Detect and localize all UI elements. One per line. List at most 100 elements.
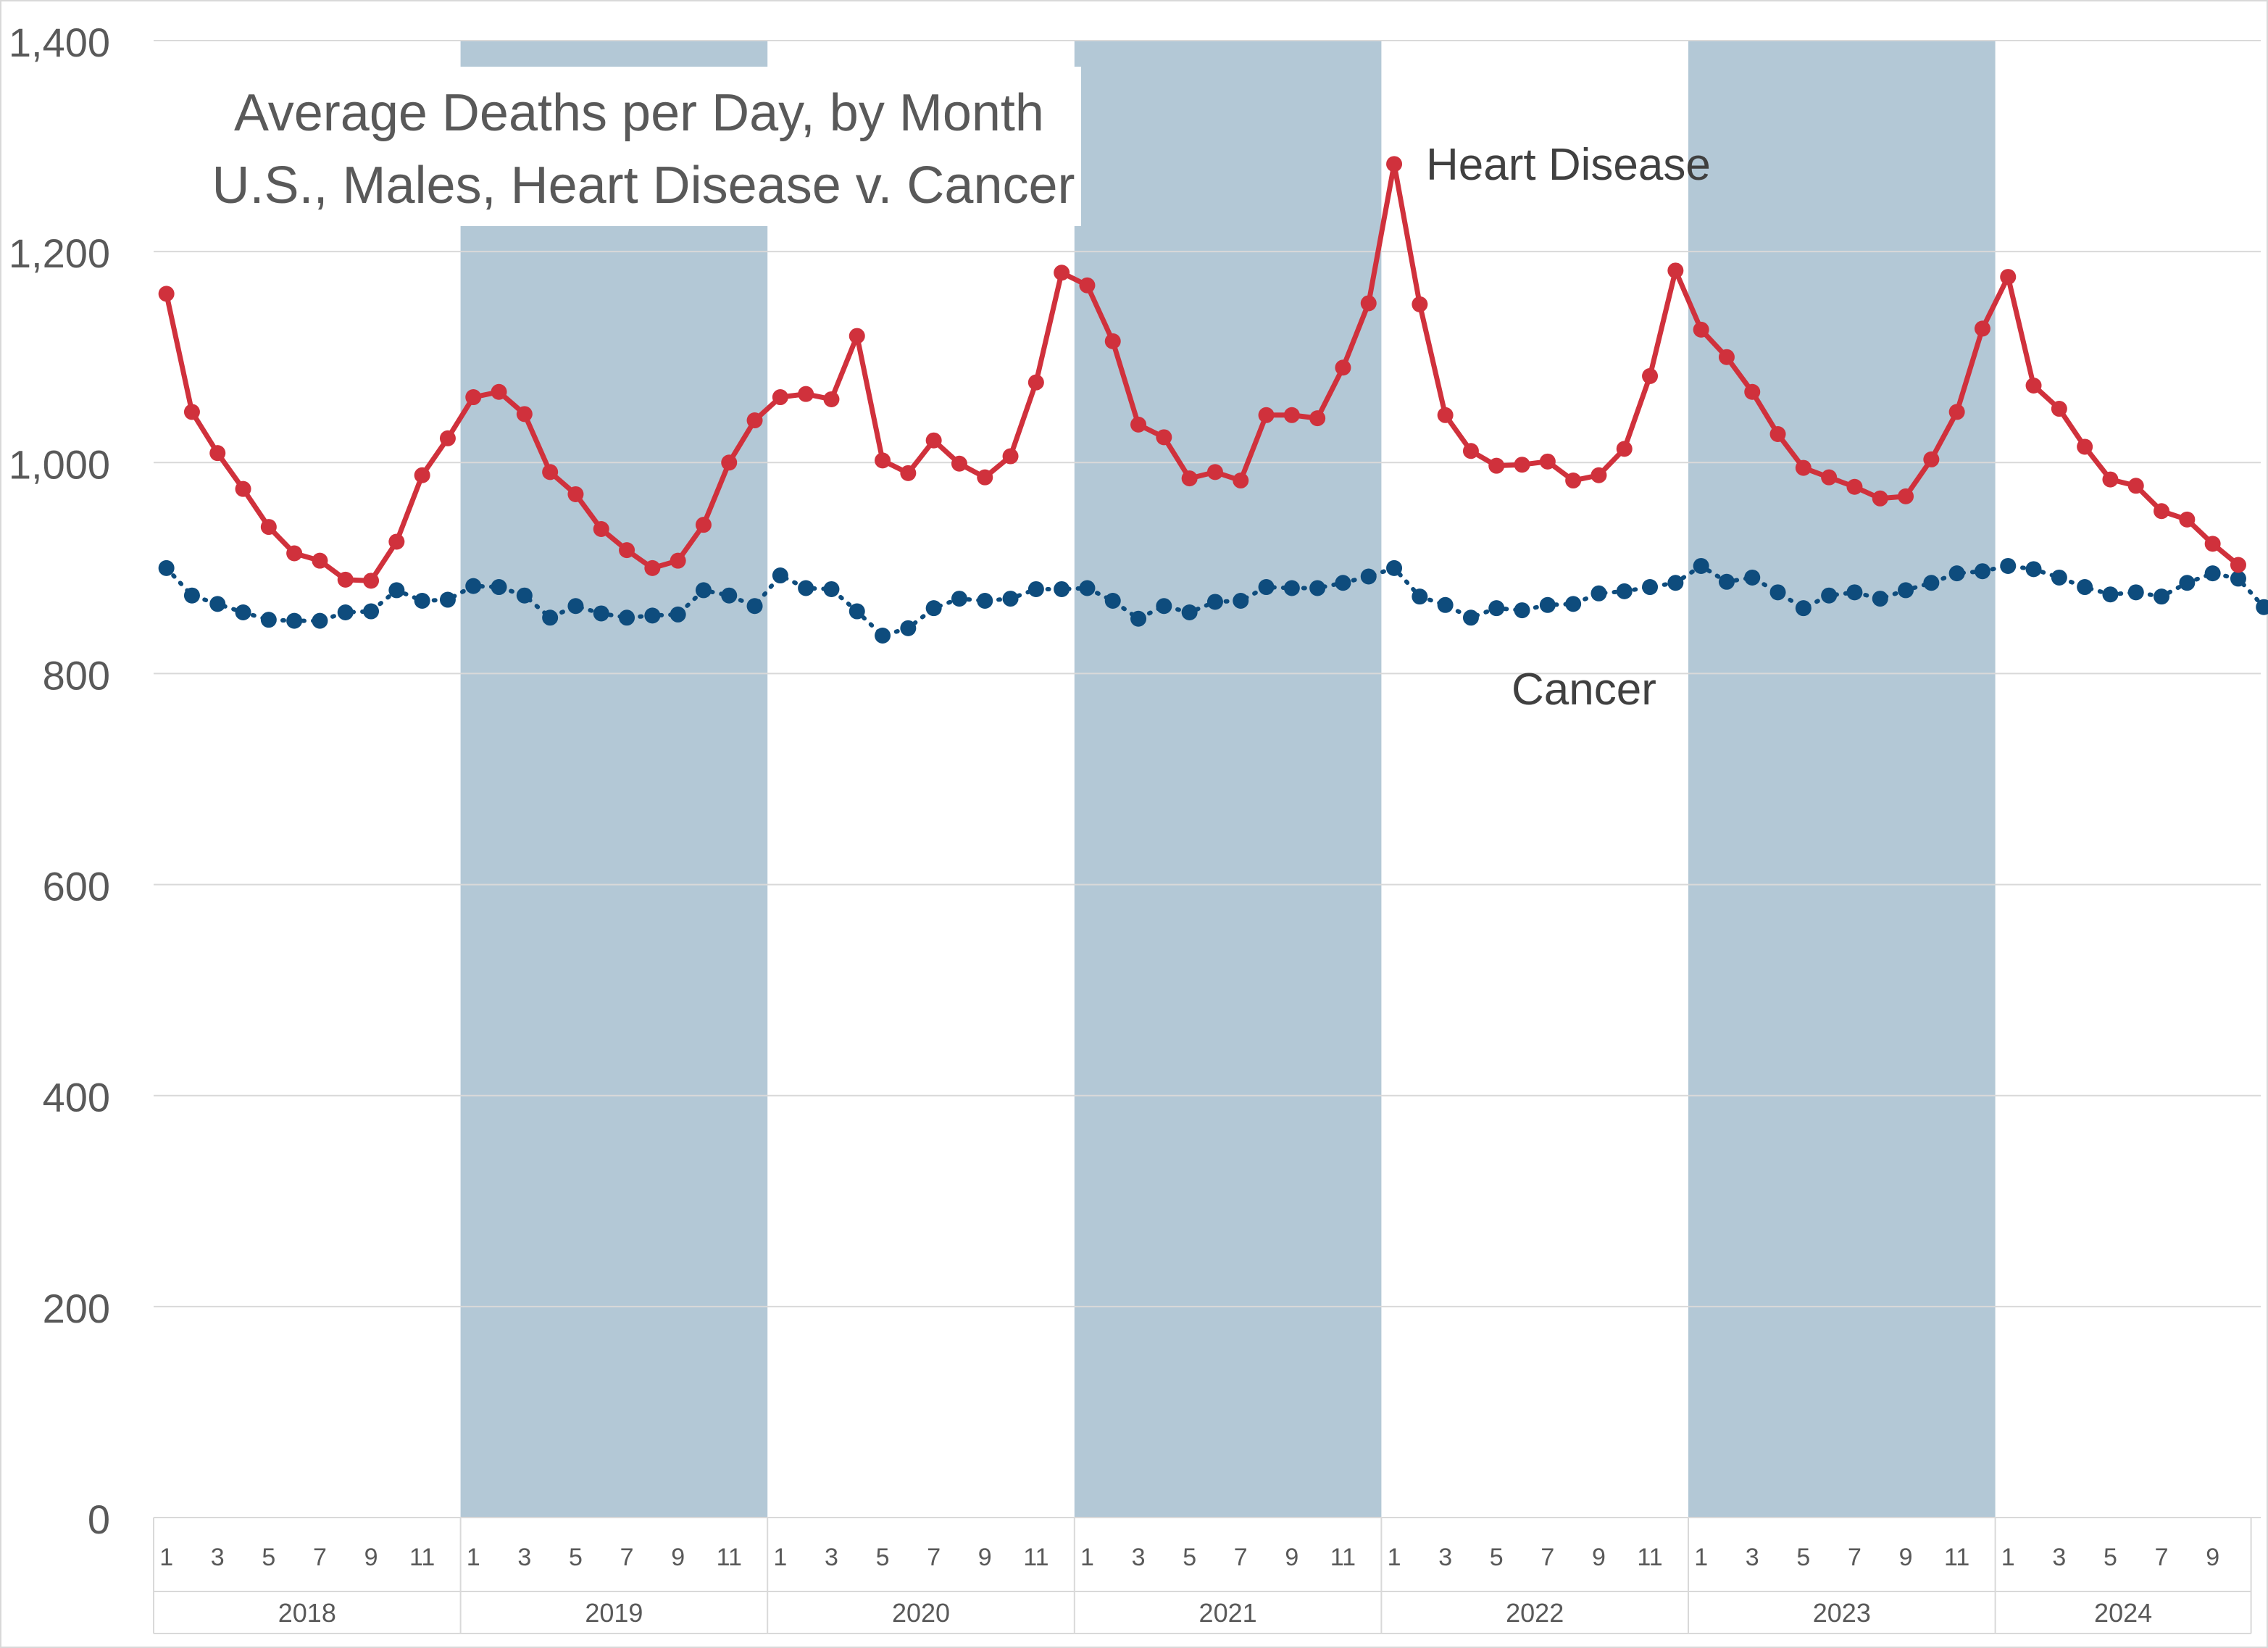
month-tick-label: 9 <box>1592 1544 1606 1571</box>
cancer-label: Cancer <box>1512 665 1656 715</box>
cancer-point <box>925 600 942 617</box>
heart-disease-point <box>977 469 993 486</box>
y-tick-label: 600 <box>43 864 110 910</box>
shade-band-2019 <box>460 41 768 1518</box>
heart-disease-point <box>875 452 891 469</box>
cancer-point <box>1104 592 1121 609</box>
cancer-point <box>1412 588 1428 605</box>
month-tick-label: 9 <box>364 1544 378 1571</box>
month-tick-label: 3 <box>825 1544 838 1571</box>
cancer-point <box>2256 599 2268 615</box>
heart-disease-point <box>1360 295 1377 312</box>
cancer-point <box>951 591 967 607</box>
month-tick-label: 9 <box>671 1544 685 1571</box>
cancer-point <box>798 580 814 596</box>
cancer-point <box>1514 602 1530 619</box>
cancer-point <box>823 580 840 597</box>
heart-disease-point <box>1104 333 1121 349</box>
month-tick-label: 9 <box>1285 1544 1298 1571</box>
cancer-point <box>1795 600 1812 617</box>
year-tick-label: 2021 <box>1199 1598 1257 1628</box>
cancer-point <box>1054 580 1070 597</box>
cancer-point <box>286 612 303 629</box>
cancer-point <box>388 582 405 599</box>
cancer-point <box>1565 596 1582 612</box>
cancer-point <box>2051 569 2067 586</box>
y-tick-label: 1,400 <box>9 20 110 65</box>
cancer-point <box>1206 594 1223 610</box>
heart-disease-point <box>2102 471 2119 488</box>
cancer-point <box>1974 563 1990 580</box>
month-tick-label: 7 <box>927 1544 941 1571</box>
cancer-point <box>1309 580 1326 596</box>
month-tick-label: 11 <box>717 1544 742 1571</box>
cancer-point <box>337 604 354 620</box>
heart-disease-point <box>2077 438 2093 455</box>
month-tick-label: 1 <box>1080 1544 1094 1571</box>
month-tick-label: 11 <box>1944 1544 1969 1571</box>
cancer-point <box>465 578 482 594</box>
cancer-point <box>1590 585 1607 602</box>
cancer-point <box>1769 584 1786 601</box>
month-tick-label: 7 <box>620 1544 634 1571</box>
heart-disease-point <box>1948 404 1965 420</box>
cancer-point <box>1360 568 1377 585</box>
heart-disease-point <box>1283 407 1300 423</box>
cancer-point <box>1335 575 1351 591</box>
heart-disease-point <box>2179 511 2196 528</box>
heart-disease-point <box>1565 473 1582 489</box>
heart-disease-point <box>2000 269 2017 286</box>
heart-disease-point <box>1156 429 1172 446</box>
heart-disease-point <box>2025 378 2042 394</box>
heart-disease-point <box>260 519 277 536</box>
month-tick-label: 11 <box>409 1544 435 1571</box>
month-tick-label: 5 <box>1490 1544 1504 1571</box>
cancer-point <box>1156 598 1172 615</box>
heart-disease-point <box>1590 467 1607 483</box>
heart-disease-point <box>670 552 686 569</box>
heart-disease-point <box>1386 156 1403 172</box>
cancer-point <box>235 604 251 620</box>
month-tick-label: 3 <box>1746 1544 1759 1571</box>
cancer-point <box>2000 557 2017 574</box>
heart-disease-point <box>900 465 917 481</box>
heart-disease-point <box>746 412 763 429</box>
heart-disease-point <box>388 533 405 550</box>
cancer-point <box>1233 592 1249 609</box>
heart-disease-label: Heart Disease <box>1426 140 1711 190</box>
month-tick-label: 5 <box>1183 1544 1196 1571</box>
month-tick-label: 5 <box>569 1544 583 1571</box>
heart-disease-series <box>158 156 2246 589</box>
cancer-point <box>2127 584 2144 601</box>
heart-disease-point <box>1898 488 1914 504</box>
cancer-point <box>772 567 788 584</box>
heart-disease-point <box>1616 441 1633 457</box>
heart-disease-point <box>798 386 814 402</box>
heart-disease-point <box>695 517 712 533</box>
heart-disease-point <box>2204 536 2221 552</box>
month-tick-label: 3 <box>1438 1544 1452 1571</box>
heart-disease-point <box>1412 296 1428 312</box>
cancer-point <box>158 559 175 576</box>
heart-disease-point <box>337 571 354 588</box>
cancer-point <box>593 605 609 622</box>
month-tick-label: 1 <box>159 1544 173 1571</box>
cancer-point <box>977 592 993 609</box>
series-labels: Heart Disease Cancer <box>1426 140 1711 715</box>
heart-disease-point <box>1718 349 1735 365</box>
cancer-point <box>491 579 507 596</box>
month-tick-label: 11 <box>1023 1544 1048 1571</box>
year-tick-label: 2022 <box>1506 1598 1564 1628</box>
month-tick-label: 3 <box>2052 1544 2066 1571</box>
cancer-point <box>1027 580 1044 597</box>
heart-disease-point <box>1974 320 1990 337</box>
heart-disease-point <box>414 467 430 483</box>
month-tick-label: 5 <box>876 1544 890 1571</box>
heart-disease-point <box>1642 367 1659 384</box>
cancer-point <box>363 603 380 620</box>
heart-disease-point <box>2127 478 2144 494</box>
heart-disease-point <box>1002 448 1019 465</box>
heart-disease-point <box>1744 383 1761 400</box>
